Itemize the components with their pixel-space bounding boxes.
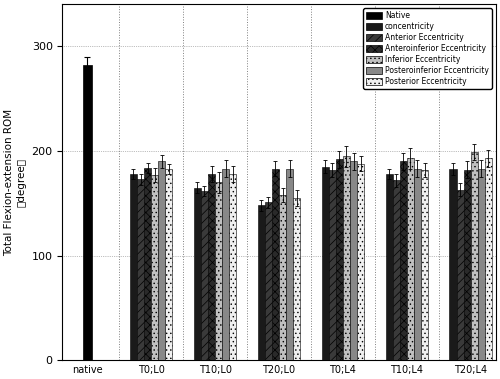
Bar xyxy=(286,169,293,360)
Bar xyxy=(414,169,421,360)
Bar xyxy=(336,160,343,360)
Legend: Native, concentricity, Anterior Eccentricity, Anteroinferior Eccentricity, Infer: Native, concentricity, Anterior Eccentri… xyxy=(364,8,492,89)
Bar xyxy=(357,164,364,360)
Bar xyxy=(293,198,300,360)
Bar xyxy=(407,158,414,360)
Bar xyxy=(328,170,336,360)
Bar xyxy=(400,161,407,360)
Bar xyxy=(272,169,279,360)
Bar xyxy=(258,205,265,360)
Bar xyxy=(386,174,392,360)
Bar xyxy=(343,156,350,360)
Bar xyxy=(215,182,222,360)
Y-axis label: Total Flexion-extension ROM
（degree）: Total Flexion-extension ROM （degree） xyxy=(4,109,26,256)
Bar xyxy=(82,65,92,360)
Bar xyxy=(230,174,236,360)
Bar xyxy=(478,169,485,360)
Bar xyxy=(137,179,144,360)
Bar xyxy=(201,191,208,360)
Bar xyxy=(130,174,137,360)
Bar xyxy=(456,190,464,360)
Bar xyxy=(279,195,286,360)
Bar xyxy=(470,152,478,360)
Bar xyxy=(158,161,166,360)
Bar xyxy=(222,169,230,360)
Bar xyxy=(450,169,456,360)
Bar xyxy=(485,158,492,360)
Bar xyxy=(392,180,400,360)
Bar xyxy=(421,170,428,360)
Bar xyxy=(194,188,201,360)
Bar xyxy=(265,202,272,360)
Bar xyxy=(464,170,470,360)
Bar xyxy=(208,174,215,360)
Bar xyxy=(144,168,151,360)
Bar xyxy=(322,167,328,360)
Bar xyxy=(166,169,172,360)
Bar xyxy=(151,175,158,360)
Bar xyxy=(350,161,357,360)
